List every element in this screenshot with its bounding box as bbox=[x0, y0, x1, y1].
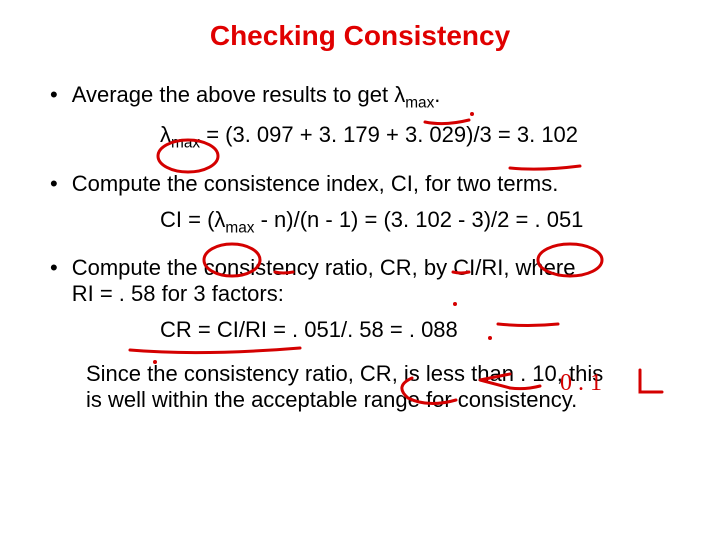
conclusion: Since the consistency ratio, CR, is less… bbox=[86, 361, 670, 413]
bullet-1: • Average the above results to get λmax. bbox=[50, 82, 670, 112]
bullet-1-text: Average the above results to get λmax. bbox=[72, 82, 441, 112]
conclusion-l1: Since the consistency ratio, CR, is less… bbox=[86, 361, 603, 386]
formula-3: CR = CI/RI = . 051/. 58 = . 088 bbox=[160, 317, 670, 343]
lambda-sub: max bbox=[405, 94, 434, 111]
formula-2: CI = (λmax - n)/(n - 1) = (3. 102 - 3)/2… bbox=[160, 207, 670, 237]
bullet-3: • Compute the consistency ratio, CR, by … bbox=[50, 255, 670, 307]
bullet-1-pre: Average the above results to get bbox=[72, 82, 394, 107]
bullet-3-l2: RI = . 58 for 3 factors: bbox=[72, 281, 284, 306]
formula-2-pre: CI = ( bbox=[160, 207, 214, 232]
formula-1: λmax = (3. 097 + 3. 179 + 3. 029)/3 = 3.… bbox=[160, 122, 670, 152]
bullet-3-text: Compute the consistency ratio, CR, by CI… bbox=[72, 255, 576, 307]
bullet-1-post: . bbox=[434, 82, 440, 107]
lambda-sym: λ bbox=[394, 82, 405, 107]
bullet-dot: • bbox=[50, 82, 58, 108]
lambda-sym-2: λ bbox=[160, 122, 171, 147]
slide-title: Checking Consistency bbox=[50, 20, 670, 52]
lambda-sub-3: max bbox=[225, 219, 254, 236]
bullet-2-text: Compute the consistence index, CI, for t… bbox=[72, 171, 559, 197]
formula-1-eq: = (3. 097 + 3. 179 + 3. 029)/3 = 3. 102 bbox=[200, 122, 578, 147]
lambda-sub-2: max bbox=[171, 135, 200, 152]
bullet-3-l1: Compute the consistency ratio, CR, by CI… bbox=[72, 255, 576, 280]
conclusion-l2: is well within the acceptable range for … bbox=[86, 387, 577, 412]
formula-2-mid: - n)/(n - 1) = (3. 102 - 3)/2 = . 051 bbox=[254, 207, 583, 232]
bullet-2: • Compute the consistence index, CI, for… bbox=[50, 171, 670, 197]
lambda-sym-3: λ bbox=[214, 207, 225, 232]
bullet-dot: • bbox=[50, 255, 58, 281]
bullet-dot: • bbox=[50, 171, 58, 197]
